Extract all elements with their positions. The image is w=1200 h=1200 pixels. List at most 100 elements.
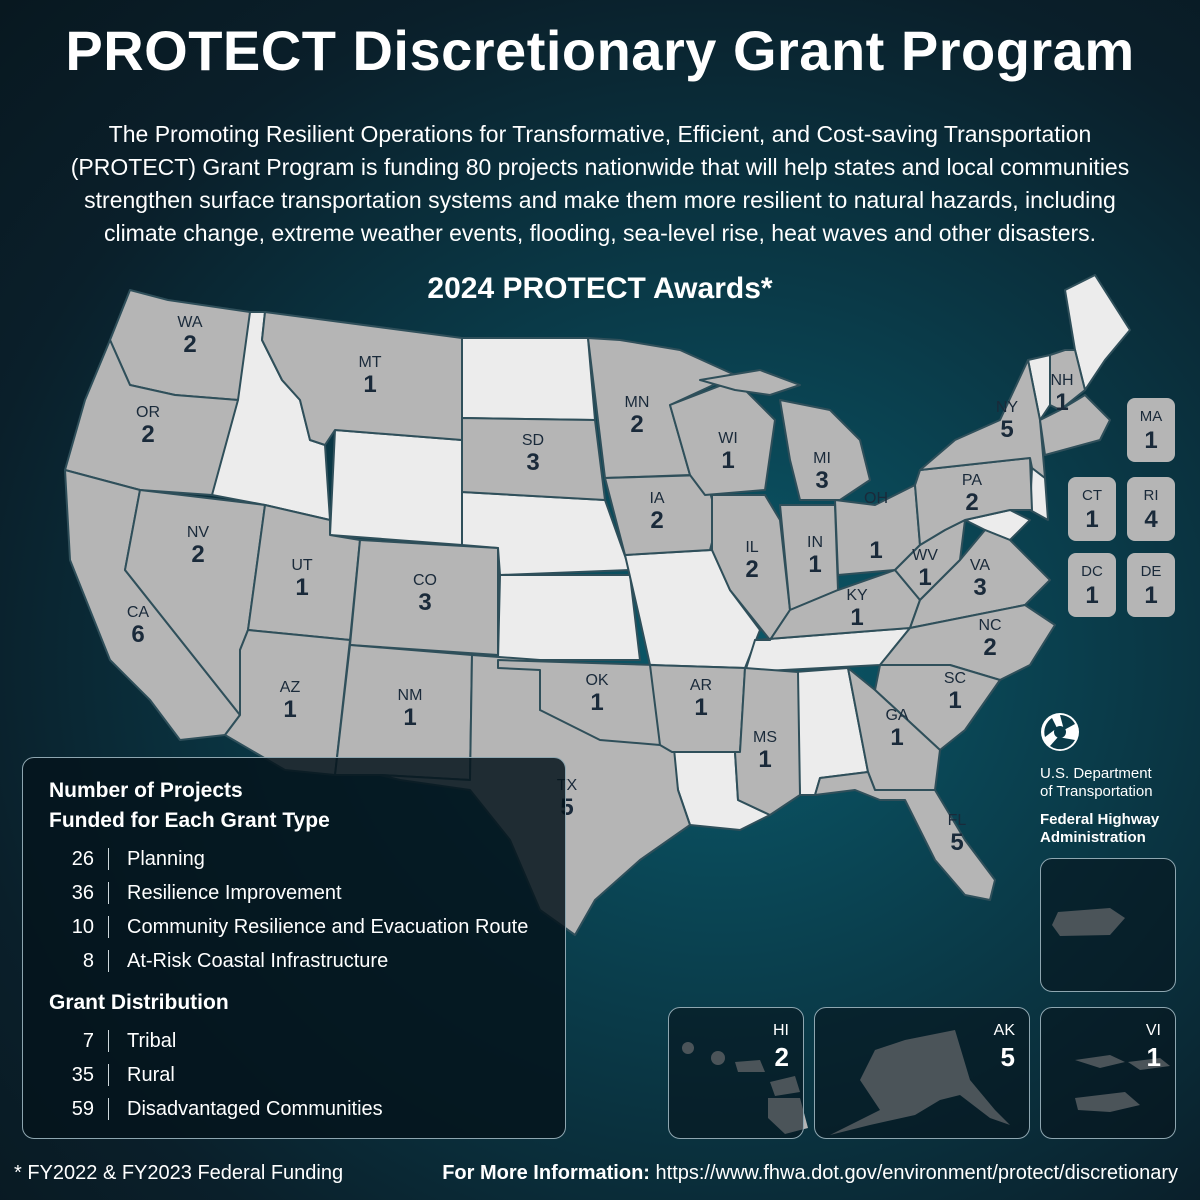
state-count-ok: 1 — [590, 689, 603, 716]
awards-title: 2024 PROTECT Awards* — [427, 272, 773, 305]
agency-line-4: Administration — [1040, 829, 1146, 846]
inset-count-ak: 5 — [1000, 1042, 1015, 1072]
state-count-nv: 2 — [191, 541, 204, 568]
distribution-count: 35 — [49, 1064, 109, 1086]
state-abbr-wa: WA — [177, 314, 203, 331]
inset-abbr-ak: AK — [993, 1022, 1015, 1039]
state-abbr-pa: PA — [962, 472, 982, 489]
state-abbr-in: IN — [807, 534, 823, 551]
tile-count-ri: 4 — [1144, 506, 1158, 533]
tile-ma: MA 1 — [1127, 398, 1175, 462]
state-mi-up — [699, 369, 801, 396]
grant-type-count: 8 — [49, 950, 109, 972]
more-info-link[interactable]: https://www.fhwa.dot.gov/environment/pro… — [655, 1162, 1178, 1184]
state-count-az: 1 — [283, 696, 296, 723]
agency-block: U.S. Department of Transportation Federa… — [1040, 712, 1200, 847]
state-abbr-ky: KY — [846, 587, 868, 604]
state-abbr-ca: CA — [127, 604, 150, 621]
state-abbr-nm: NM — [398, 687, 423, 704]
distribution-label: Tribal — [127, 1030, 177, 1052]
tile-ct: CT 1 — [1068, 477, 1116, 541]
state-count-nm: 1 — [403, 704, 416, 731]
distribution-count: 7 — [49, 1030, 109, 1052]
inset-abbr-vi: VI — [1145, 1022, 1161, 1039]
tile-count-dc: 1 — [1085, 582, 1099, 609]
state-count-ca: 6 — [131, 621, 144, 648]
grant-type-row: 10 Community Resilience and Evacuation R… — [49, 910, 528, 944]
state-count-in: 1 — [808, 551, 821, 578]
state-abbr-wv: WV — [912, 547, 938, 564]
legend-heading-2: Funded for Each Grant Type — [49, 809, 330, 832]
tile-dc: DC 1 — [1068, 553, 1116, 617]
state-count-nh: 1 — [1055, 389, 1068, 416]
state-nd — [461, 337, 596, 421]
state-abbr-mi: MI — [813, 450, 831, 467]
state-mi — [779, 399, 871, 501]
state-abbr-fl: FL — [948, 812, 967, 829]
state-abbr-nv: NV — [187, 524, 210, 541]
program-description: The Promoting Resilient Operations for T… — [70, 121, 1130, 246]
state-abbr-or: OR — [136, 404, 160, 421]
tile-ri: RI 4 — [1127, 477, 1175, 541]
grant-type-label: Community Resilience and Evacuation Rout… — [127, 916, 529, 938]
state-ar — [649, 664, 746, 753]
page-title: PROTECT Discretionary Grant Program — [65, 19, 1135, 82]
state-abbr-sc: SC — [944, 670, 966, 687]
state-count-ia: 2 — [650, 507, 663, 534]
distribution-heading: Grant Distribution — [49, 991, 229, 1014]
state-count-nc: 2 — [983, 634, 996, 661]
tile-abbr-de: DE — [1140, 563, 1162, 580]
state-count-ky: 1 — [850, 604, 863, 631]
state-ms — [734, 667, 801, 816]
grant-type-row: 8 At-Risk Coastal Infrastructure — [49, 944, 388, 978]
grant-type-label: Resilience Improvement — [127, 882, 342, 904]
state-abbr-co: CO — [413, 572, 437, 589]
state-count-ar: 1 — [694, 694, 707, 721]
state-mt — [261, 311, 463, 446]
state-count-sc: 1 — [948, 687, 961, 714]
state-count-wa: 2 — [183, 331, 196, 358]
more-info-label: For More Information: — [442, 1162, 650, 1184]
agency-line-2: of Transportation — [1040, 783, 1153, 800]
distribution-label: Rural — [127, 1064, 175, 1086]
distribution-row: 35 Rural — [49, 1058, 175, 1092]
state-count-mt: 1 — [363, 371, 376, 398]
agency-line-1: U.S. Department — [1040, 765, 1152, 782]
state-count-ms: 1 — [758, 746, 771, 773]
state-abbr-ms: MS — [753, 729, 777, 746]
state-abbr-il: IL — [745, 539, 758, 556]
inset-virgin-islands: VI 1 — [1040, 1007, 1176, 1139]
tile-abbr-dc: DC — [1081, 563, 1103, 580]
grant-type-count: 36 — [49, 882, 109, 904]
funding-footnote: * FY2022 & FY2023 Federal Funding — [14, 1162, 344, 1184]
state-abbr-ny: NY — [996, 399, 1019, 416]
grant-type-row: 36 Resilience Improvement — [49, 876, 342, 910]
state-count-pa: 2 — [965, 489, 978, 516]
inset-hawaii: HI 2 — [668, 1007, 804, 1139]
grant-type-label: Planning — [127, 848, 205, 870]
state-fl — [814, 771, 996, 901]
inset-abbr-hi: HI — [773, 1022, 789, 1039]
state-abbr-ar: AR — [690, 677, 712, 694]
state-abbr-ok: OK — [585, 672, 608, 689]
grant-type-row: 26 Planning — [49, 842, 205, 876]
state-new-england-south — [1039, 394, 1111, 456]
dot-triskelion-logo-icon — [1041, 713, 1079, 751]
legend-heading-1: Number of Projects — [49, 779, 243, 802]
state-count-fl: 5 — [950, 829, 963, 856]
grant-type-count: 26 — [49, 848, 109, 870]
state-abbr-az: AZ — [280, 679, 301, 696]
state-count-il: 2 — [745, 556, 758, 583]
distribution-label: Disadvantaged Communities — [127, 1098, 383, 1120]
state-wy — [329, 429, 463, 546]
state-count-wv: 1 — [918, 564, 931, 591]
tile-abbr-ct: CT — [1082, 487, 1102, 504]
state-count-mn: 2 — [630, 411, 643, 438]
state-count-mi: 3 — [815, 467, 828, 494]
state-abbr-mt: MT — [358, 354, 381, 371]
more-info: For More Information: https://www.fhwa.d… — [442, 1162, 1178, 1185]
state-abbr-nh: NH — [1050, 372, 1073, 389]
state-abbr-va: VA — [970, 557, 990, 574]
state-or — [64, 339, 239, 496]
state-count-or: 2 — [141, 421, 154, 448]
